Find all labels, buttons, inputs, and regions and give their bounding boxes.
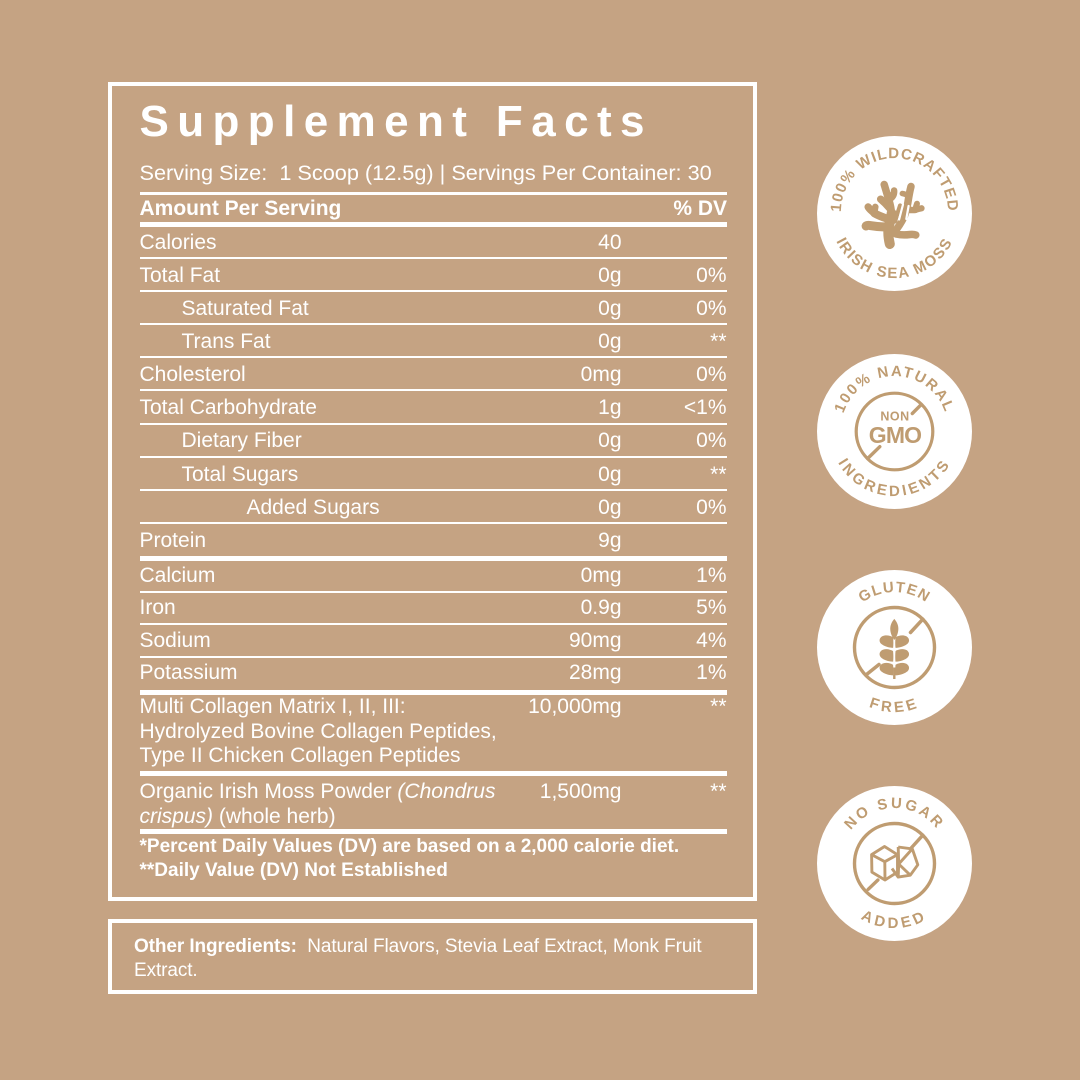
svg-text:FREE: FREE [867, 695, 921, 717]
svg-text:NON: NON [880, 410, 909, 424]
svg-text:GMO: GMO [869, 422, 922, 448]
